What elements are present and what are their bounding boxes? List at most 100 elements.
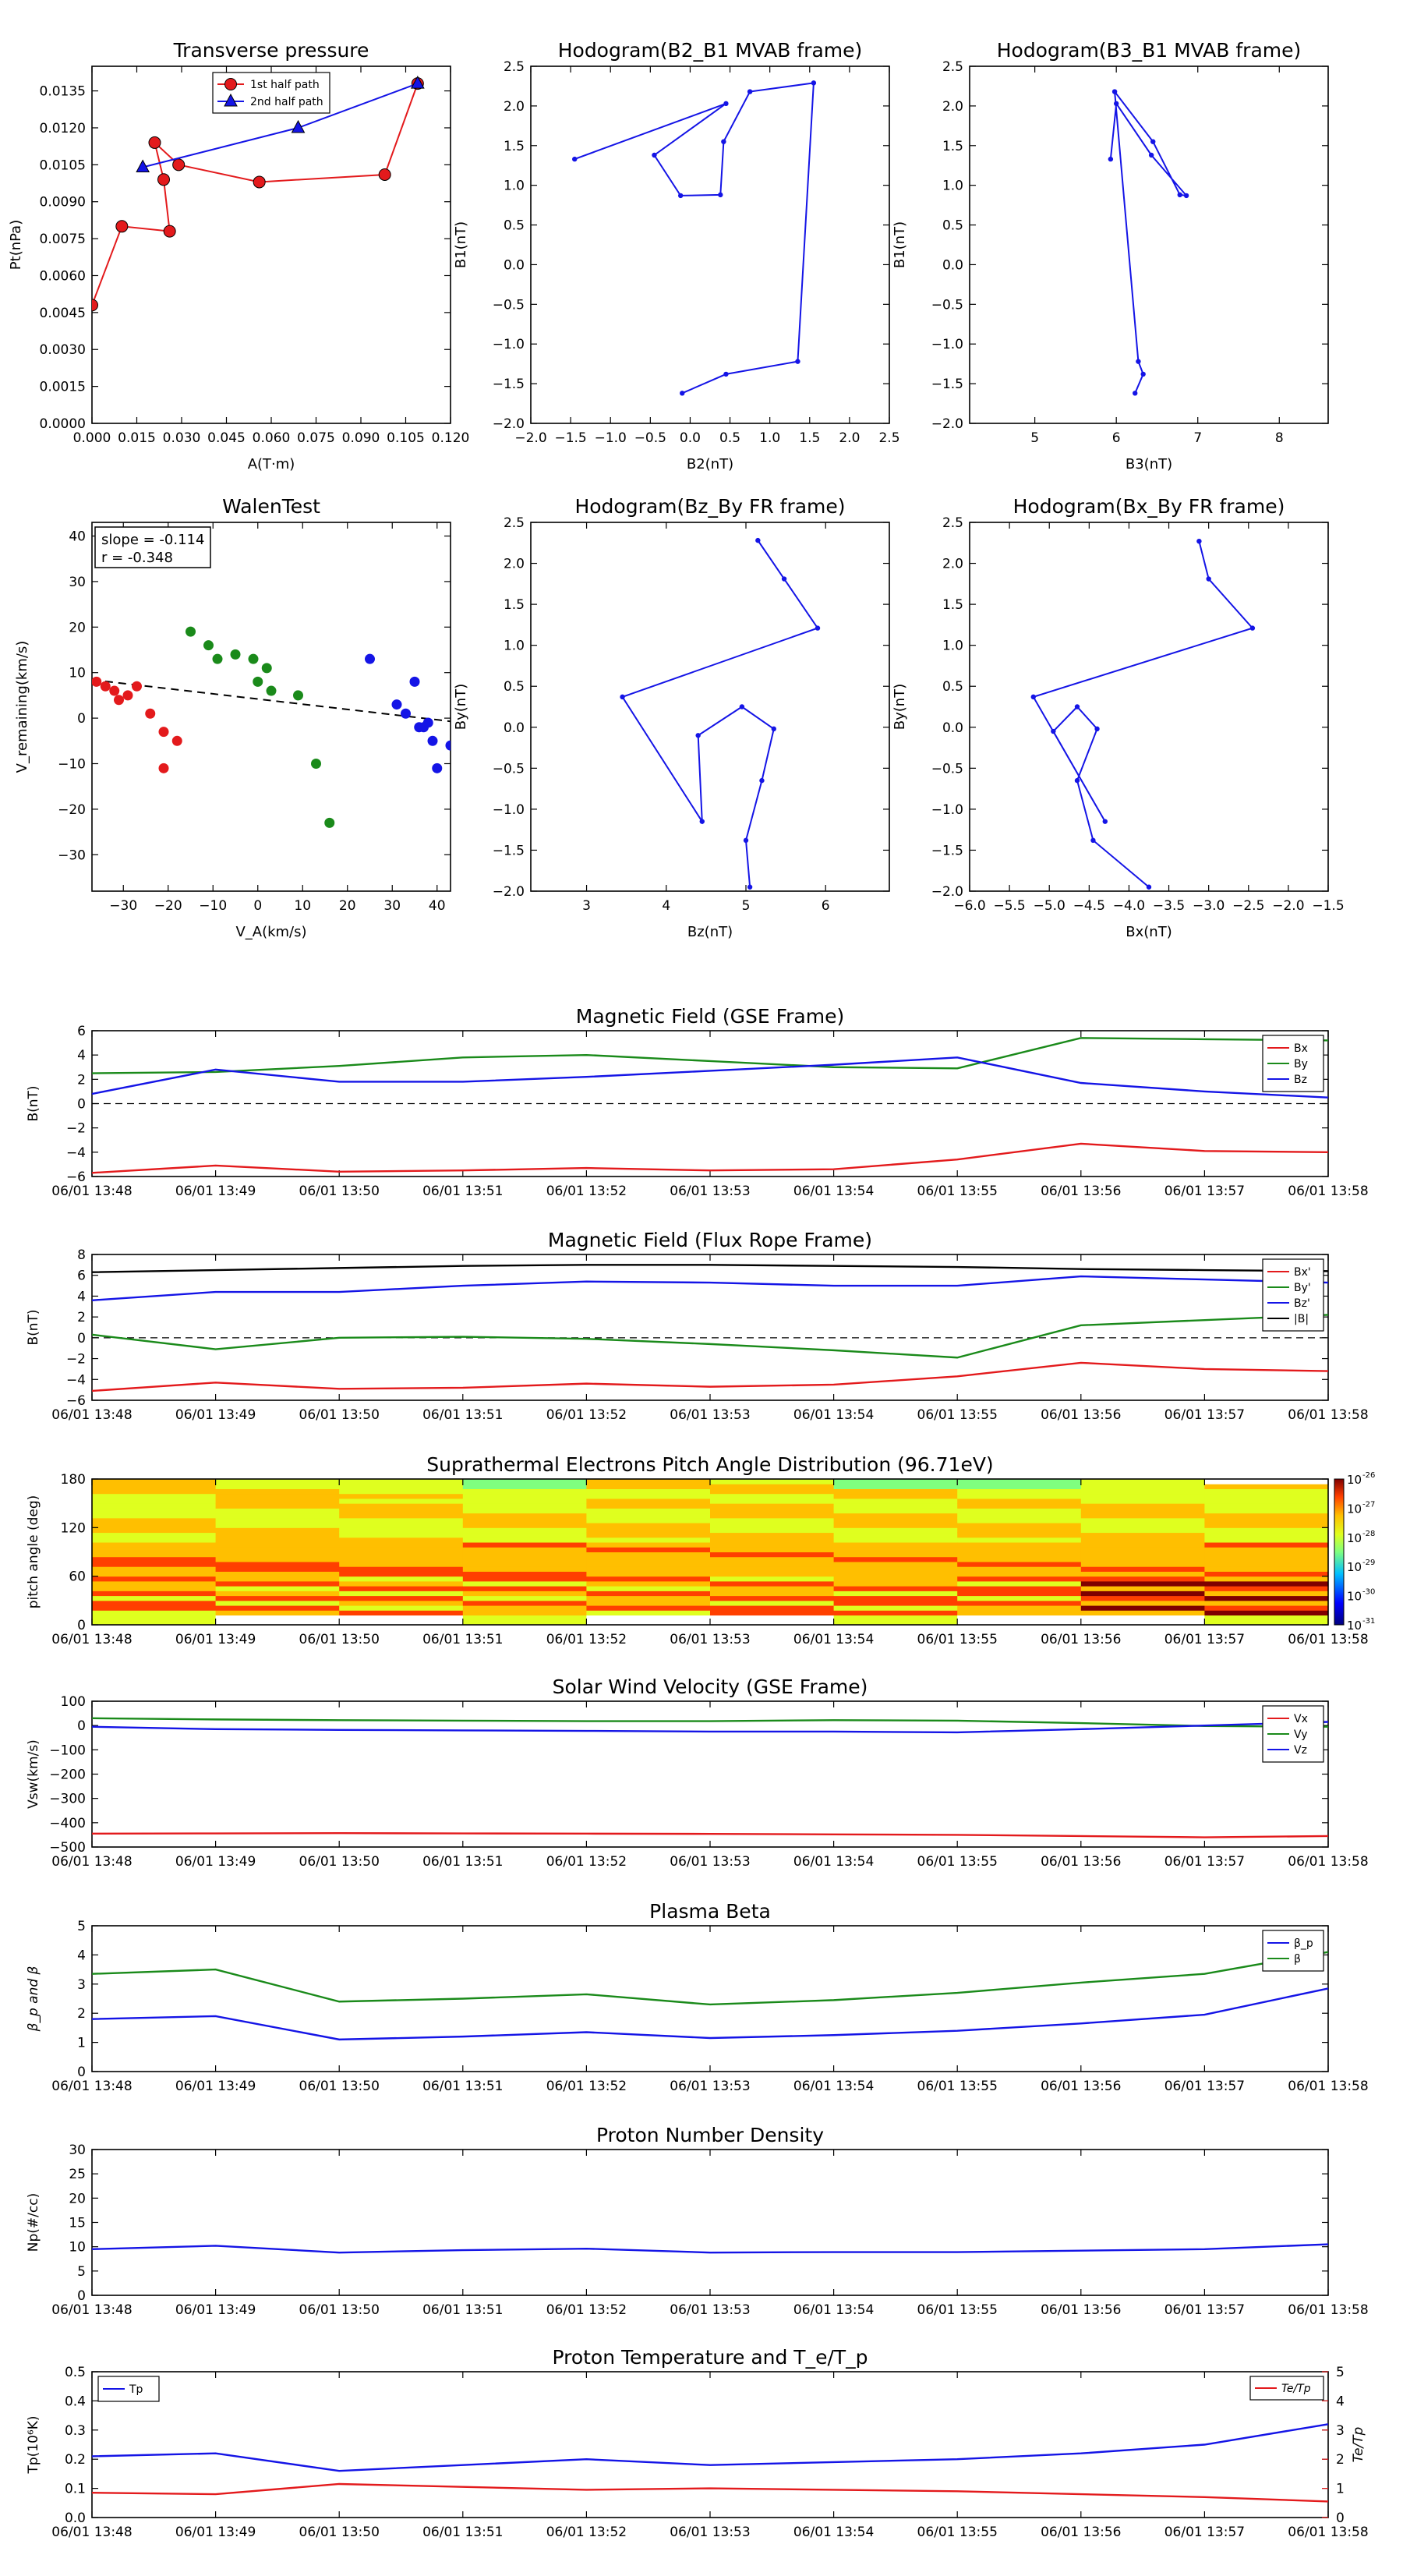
heatmap-cell xyxy=(92,1517,217,1523)
x-tick-label: 06/01 13:48 xyxy=(51,1184,132,1199)
x-tick-label: 1.0 xyxy=(759,430,780,446)
data-point xyxy=(620,694,625,700)
heatmap-cell xyxy=(462,1619,587,1626)
heatmap-cell xyxy=(462,1527,587,1534)
series-line xyxy=(574,82,815,395)
legend-label: Bz' xyxy=(1294,1297,1310,1310)
series-line xyxy=(91,2243,1329,2254)
x-tick-label: −10 xyxy=(199,898,227,914)
y-tick-label: 1.0 xyxy=(504,639,525,654)
series-Vz xyxy=(91,1721,1329,1734)
heatmap-cell xyxy=(215,1523,340,1528)
heatmap-cell xyxy=(215,1595,340,1601)
data-point xyxy=(224,93,238,107)
heatmap-cell xyxy=(957,1605,1082,1611)
heatmap-cell xyxy=(1080,1600,1205,1606)
heatmap-cell xyxy=(339,1619,464,1626)
data-point xyxy=(92,299,98,312)
heatmap-cell xyxy=(215,1610,340,1616)
data-point xyxy=(755,537,761,543)
legend: Vx Vy Vz xyxy=(1262,1705,1324,1763)
axes-frame xyxy=(91,1700,1329,1848)
heatmap-cell xyxy=(92,1542,217,1548)
data-point xyxy=(1146,884,1152,890)
heatmap-cell xyxy=(92,1513,217,1519)
x-tick-label: 06/01 13:58 xyxy=(1288,1854,1368,1870)
heatmap-cell xyxy=(1080,1479,1205,1484)
heatmap-cell xyxy=(586,1503,711,1509)
heatmap-cell xyxy=(710,1591,835,1597)
data-point xyxy=(324,817,335,828)
colorbar-tick-label: 10 xyxy=(1347,1619,1362,1633)
heatmap-cell xyxy=(833,1552,958,1558)
series-β_p xyxy=(91,1987,1329,2041)
y2-tick-label: 5 xyxy=(1336,2365,1345,2380)
heatmap-cell xyxy=(339,1576,464,1582)
y-tick-label: 30 xyxy=(69,2143,86,2158)
y2-axis-label: Te/Tp xyxy=(1351,2426,1366,2462)
heatmap-cell xyxy=(833,1586,958,1591)
heatmap-cell xyxy=(1204,1503,1329,1509)
heatmap-cell xyxy=(1080,1556,1205,1562)
heatmap-cell xyxy=(462,1556,587,1562)
y-tick-label: −1.5 xyxy=(493,843,525,858)
heatmap-cell xyxy=(710,1600,835,1606)
y-tick-label: 2.5 xyxy=(504,515,525,531)
x-tick-label: 0.075 xyxy=(297,430,335,446)
heatmap-cell xyxy=(462,1532,587,1538)
y-tick-label: 2.0 xyxy=(504,557,525,572)
heatmap-cell xyxy=(833,1479,958,1484)
y-axis-label: B1(nT) xyxy=(892,221,908,268)
y-tick-label: −400 xyxy=(49,1816,86,1831)
data-point xyxy=(253,676,263,687)
heatmap-cell xyxy=(462,1508,587,1514)
heatmap-cell xyxy=(586,1542,711,1548)
heatmap-cell xyxy=(462,1605,587,1611)
x-tick-label: 06/01 13:53 xyxy=(670,1632,750,1647)
x-axis-label: V_A(km/s) xyxy=(235,924,306,940)
x-tick-label: 06/01 13:50 xyxy=(299,2302,380,2318)
x-tick-label: 6 xyxy=(1112,430,1121,446)
y-tick-label: 0 xyxy=(77,2288,86,2304)
heatmap-cell xyxy=(1204,1498,1329,1504)
heatmap-cell xyxy=(92,1488,217,1495)
y-tick-label: 0.3 xyxy=(65,2423,86,2439)
series-Tp xyxy=(91,2423,1329,2472)
y-tick-label: 1.5 xyxy=(942,597,963,613)
heatmap-cell xyxy=(1080,1537,1205,1543)
x-tick-label: 06/01 13:48 xyxy=(51,2079,132,2094)
heatmap-cell xyxy=(1080,1484,1205,1489)
heatmap-cell xyxy=(586,1527,711,1534)
heatmap-cell xyxy=(462,1513,587,1519)
heatmap-cell xyxy=(462,1517,587,1523)
data-point xyxy=(1177,192,1182,198)
y2-tick-label: 3 xyxy=(1336,2423,1345,2439)
heatmap-cell xyxy=(957,1523,1082,1528)
series-Bx xyxy=(91,1142,1329,1174)
heatmap-cell xyxy=(957,1503,1082,1509)
heatmap-cell xyxy=(462,1576,587,1582)
data-point xyxy=(115,220,129,233)
y-tick-label: −1.5 xyxy=(931,843,963,858)
chart-vsw: Solar Wind Velocity (GSE Frame) −500 −400 −… xyxy=(26,1675,1369,1870)
data-point xyxy=(1206,576,1211,582)
y-tick-label: 0.0135 xyxy=(40,84,86,100)
heatmap-cell xyxy=(1204,1556,1329,1562)
data-point xyxy=(1090,837,1096,844)
x-tick-label: 06/01 13:56 xyxy=(1041,2525,1121,2540)
data-point xyxy=(158,727,169,738)
heatmap-cell xyxy=(833,1576,958,1582)
heatmap-cell xyxy=(710,1503,835,1509)
data-point xyxy=(266,685,277,696)
legend-label: |B| xyxy=(1294,1313,1309,1325)
x-tick-label: 06/01 13:57 xyxy=(1164,2079,1245,2094)
data-point xyxy=(1102,819,1108,824)
heatmap-cell xyxy=(586,1591,711,1597)
heatmap-cell xyxy=(339,1488,464,1495)
y-tick-label: 0.0 xyxy=(942,257,963,273)
x-tick-label: 30 xyxy=(383,898,401,914)
data-point xyxy=(203,640,214,651)
x-tick-label: 06/01 13:56 xyxy=(1041,2302,1121,2318)
heatmap-cell xyxy=(1204,1571,1329,1577)
x-tick-label: −2.0 xyxy=(1272,898,1304,914)
